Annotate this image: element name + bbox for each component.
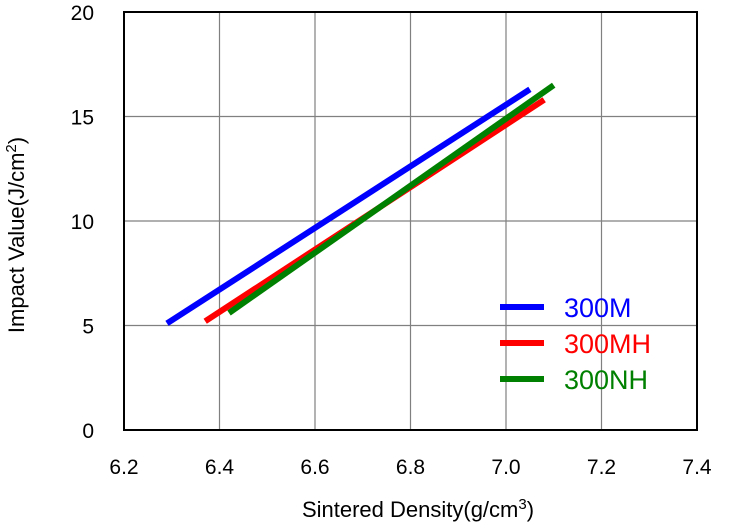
x-tick-label: 6.4	[205, 456, 235, 479]
y-tick-label: 20	[71, 2, 94, 25]
legend: 300M 300MH 300NH	[500, 293, 651, 395]
legend-label-300M: 300M	[564, 293, 632, 323]
legend-label-300NH: 300NH	[564, 365, 648, 395]
series-lines	[165, 82, 556, 326]
legend-label-300MH: 300MH	[564, 329, 651, 359]
y-tick-label: 10	[71, 211, 94, 234]
y-tick-label: 0	[82, 420, 94, 443]
series-line-300M	[165, 86, 532, 326]
x-tick-label: 6.2	[109, 456, 138, 479]
y-tick-label: 5	[82, 316, 94, 339]
y-tick-labels: 0 5 10 15 20	[71, 2, 94, 443]
x-axis-title: Sintered Density(g/cm3)	[302, 496, 534, 522]
x-tick-label: 6.6	[300, 456, 329, 479]
x-tick-labels: 6.2 6.4 6.6 6.8 7.0 7.2 7.4	[109, 456, 712, 479]
x-tick-label: 6.8	[396, 456, 425, 479]
x-tick-label: 7.4	[682, 456, 712, 479]
grid-lines	[124, 12, 697, 430]
x-tick-label: 7.2	[587, 456, 616, 479]
plot-frame	[123, 11, 698, 431]
series-line-300NH	[227, 82, 556, 316]
y-tick-label: 15	[71, 107, 94, 130]
y-axis-title: Impact Value(J/cm2)	[3, 137, 29, 333]
x-tick-label: 7.0	[491, 456, 520, 479]
